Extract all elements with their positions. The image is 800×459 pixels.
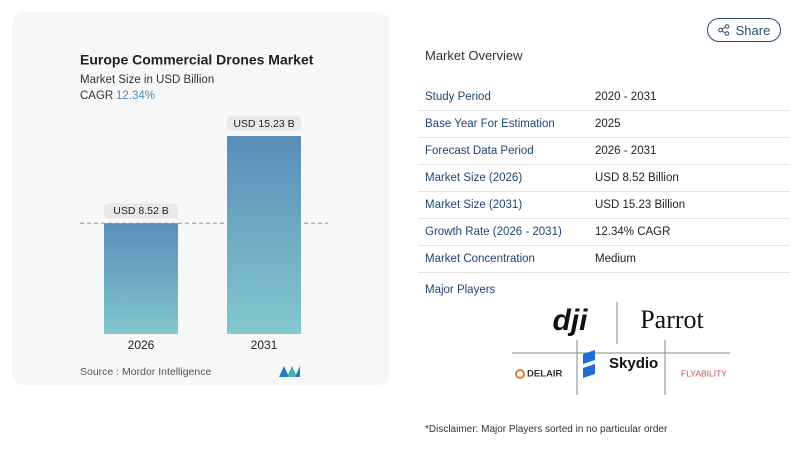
overview-row: Forecast Data Period 2026 - 2031	[418, 137, 790, 165]
overview-key: Market Concentration	[418, 245, 588, 273]
x-tick-label: 2026	[128, 338, 155, 352]
overview-value: 2020 - 2031	[588, 84, 790, 111]
players-logos: dji Parrot Skydio DELAIR FLYABILITY	[512, 302, 730, 395]
overview-key: Market Size (2031)	[418, 191, 588, 219]
overview-value: 2026 - 2031	[588, 137, 790, 165]
overview-value: 12.34% CAGR	[588, 218, 790, 246]
overview-row: Market Size (2031) USD 15.23 Billion	[418, 191, 790, 219]
overview-row: Base Year For Estimation 2025	[418, 110, 790, 138]
overview-key: Base Year For Estimation	[418, 110, 588, 138]
share-label[interactable]: Share	[735, 22, 771, 38]
overview-row: Market Size (2026) USD 8.52 Billion	[418, 164, 790, 192]
share-button[interactable]: Share	[707, 18, 781, 42]
player-logo: DELAIR	[527, 369, 563, 380]
overview-key: Growth Rate (2026 - 2031)	[418, 218, 588, 246]
overview-row: Study Period 2020 - 2031	[418, 84, 790, 111]
overview-row: Market Concentration Medium	[418, 245, 790, 273]
overview-value: USD 15.23 Billion	[588, 191, 790, 219]
overview-key: Study Period	[418, 84, 588, 111]
delair-icon	[515, 369, 525, 379]
x-tick-label: 2031	[251, 338, 278, 352]
source: Source : Mordor Intelligence	[80, 366, 211, 378]
value-label: USD 15.23 B	[233, 118, 294, 130]
skydio-icon	[583, 350, 595, 378]
overview-value: 2025	[588, 110, 790, 138]
cagr-value: 12.34%	[116, 90, 155, 102]
overview-key: Forecast Data Period	[418, 137, 588, 165]
chart-card	[12, 12, 390, 385]
overview-value: Medium	[588, 245, 790, 273]
share-icon	[717, 24, 729, 36]
overview-table: Study Period 2020 - 2031 Base Year For Est…	[418, 84, 790, 273]
bar	[104, 223, 178, 334]
source-logo	[279, 366, 300, 377]
value-label-bg	[227, 116, 301, 131]
overview-row: Growth Rate (2026 - 2031) 12.34% CAGR	[418, 218, 790, 246]
major-players-label: Major Players	[425, 284, 496, 296]
player-logo: dji	[553, 304, 589, 337]
overview-title: Market Overview	[425, 48, 523, 63]
player-logo: Skydio	[609, 355, 658, 372]
player-logo: Parrot	[640, 305, 704, 334]
chart-title: Europe Commercial Drones Market	[80, 52, 314, 68]
bar	[227, 136, 301, 334]
cagr-label: CAGR	[80, 90, 113, 102]
value-label-bg	[104, 203, 178, 219]
overview-key: Market Size (2026)	[418, 164, 588, 192]
player-logo: FLYABILITY	[681, 368, 727, 378]
overview-value: USD 8.52 Billion	[588, 164, 790, 192]
disclaimer: *Disclaimer: Major Players sorted in no …	[425, 424, 668, 435]
value-label: USD 8.52 B	[113, 205, 168, 217]
chart: Europe Commercial Drones Market Market S…	[80, 52, 328, 378]
chart-subtitle: Market Size in USD Billion	[80, 74, 214, 86]
